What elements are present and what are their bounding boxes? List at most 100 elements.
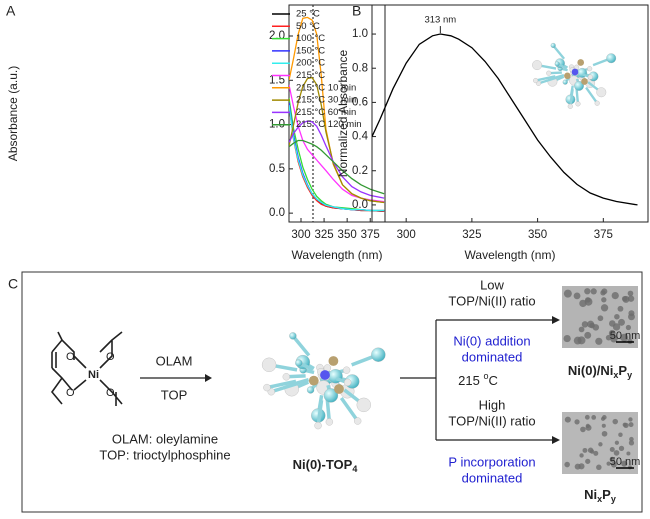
particle <box>585 458 591 464</box>
bond <box>339 396 360 423</box>
atom <box>546 70 552 76</box>
particle <box>590 288 597 295</box>
atom <box>328 356 339 366</box>
particle <box>579 453 584 458</box>
y-axis-title: Normalized Absorbance <box>336 49 350 177</box>
particle <box>628 417 633 422</box>
atom-label: O <box>66 351 75 363</box>
particle <box>595 337 603 345</box>
y-tick-label: 2.0 <box>269 30 285 42</box>
particle <box>600 416 606 421</box>
subscript: y <box>627 370 632 380</box>
reagent: TOP <box>161 387 188 402</box>
atom <box>343 378 352 387</box>
plot-frame <box>288 4 386 223</box>
particle <box>623 422 629 429</box>
particle <box>601 423 606 428</box>
particle <box>577 336 586 345</box>
bond <box>575 87 580 104</box>
panel-label: A <box>6 3 16 19</box>
particle <box>610 461 617 468</box>
atom-label: Ni <box>88 369 99 381</box>
atom <box>314 421 322 430</box>
plot-frame <box>371 4 649 223</box>
particle <box>581 321 589 328</box>
particle <box>628 422 634 428</box>
particle <box>574 419 580 425</box>
atom <box>567 103 573 109</box>
atom <box>577 59 585 66</box>
product-text: P <box>618 363 627 378</box>
y-axis-title: Absorbance (a.u.) <box>6 66 20 161</box>
bond <box>291 334 311 357</box>
branch-arrows <box>400 319 552 441</box>
particle <box>592 324 600 331</box>
particle <box>587 447 594 453</box>
particle <box>628 440 635 446</box>
particle <box>627 313 635 321</box>
atom <box>261 357 277 372</box>
x-tick-label: 375 <box>594 229 613 241</box>
particle <box>621 460 628 467</box>
y-tick-label: 0.5 <box>269 163 285 175</box>
product-text: P <box>602 487 611 502</box>
particle <box>610 334 618 343</box>
atom <box>533 78 539 84</box>
atom <box>596 87 607 98</box>
series-line <box>289 120 385 199</box>
atom <box>354 417 362 425</box>
series-line <box>289 139 385 195</box>
atom <box>587 66 593 72</box>
particle <box>626 451 631 456</box>
particle <box>618 432 623 437</box>
superscript: o <box>483 371 488 381</box>
x-tick-label: 350 <box>338 229 357 241</box>
subscript: y <box>611 494 616 504</box>
particle <box>587 320 595 328</box>
atom <box>325 418 334 426</box>
molecule-model <box>261 332 386 430</box>
legend-label: 200 °C <box>296 58 325 69</box>
legend-label: 215 °C 60 min <box>296 107 356 118</box>
atom <box>587 74 593 80</box>
bond <box>569 89 574 107</box>
complex-label: Ni(0)-TOP4 <box>293 457 358 474</box>
bond <box>325 398 332 423</box>
atom <box>295 359 303 367</box>
particle <box>625 324 632 331</box>
atom-label: O <box>106 387 115 399</box>
atom <box>550 42 556 48</box>
atom <box>356 397 371 413</box>
particle <box>585 297 591 303</box>
particle <box>584 288 591 295</box>
result: dominated <box>462 349 523 364</box>
condition: High <box>479 397 506 412</box>
temp-unit: C <box>488 373 497 388</box>
particle <box>564 416 571 423</box>
plot-area <box>289 5 385 222</box>
x-tick-label: 300 <box>291 229 310 241</box>
y-tick-label: 0.4 <box>352 131 369 143</box>
atom <box>594 100 600 106</box>
atom <box>564 72 571 80</box>
condition: TOP/Ni(II) ratio <box>448 293 535 308</box>
x-axis-title: Wavelength (nm) <box>292 248 383 262</box>
arrow-head <box>552 316 560 444</box>
x-tick-label: 325 <box>462 229 481 241</box>
particle <box>596 464 602 471</box>
particle <box>584 414 590 420</box>
legend-label: 25 °C <box>296 9 320 20</box>
atom <box>320 370 330 380</box>
particle <box>564 461 570 468</box>
particle <box>620 333 629 342</box>
arrow-head <box>205 374 212 382</box>
plot-area <box>372 33 638 206</box>
bond <box>535 75 556 82</box>
series-line <box>289 105 385 212</box>
atom <box>282 373 290 381</box>
bond <box>270 381 299 394</box>
series-line <box>289 76 385 204</box>
bond <box>538 76 558 85</box>
atom <box>306 386 315 394</box>
